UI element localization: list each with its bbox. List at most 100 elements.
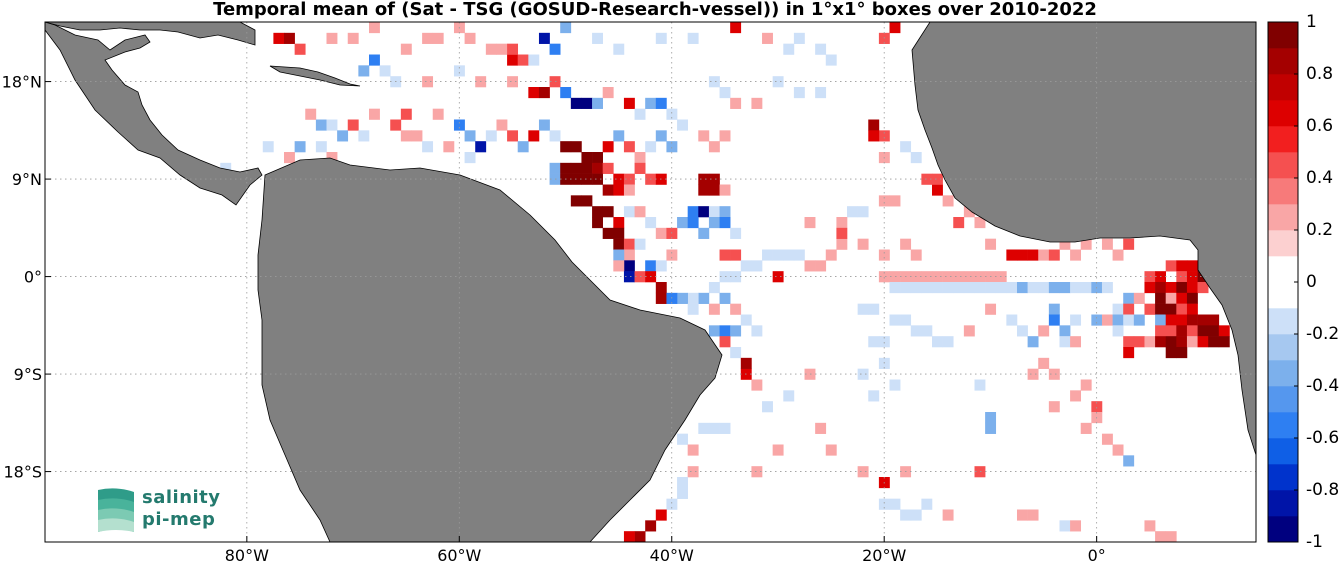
data-cell: [645, 141, 657, 153]
data-cell: [592, 217, 603, 229]
data-cell: [1197, 325, 1209, 337]
colorbar-segment: [1268, 308, 1298, 335]
data-cell: [273, 32, 285, 44]
data-cell: [815, 87, 827, 99]
data-cell: [751, 325, 763, 337]
data-cell: [932, 184, 943, 196]
data-cell: [1186, 271, 1198, 283]
data-cell: [634, 162, 646, 174]
data-cell: [857, 368, 869, 380]
data-cell: [942, 271, 954, 283]
data-cell: [900, 509, 912, 521]
data-cell: [655, 292, 667, 304]
data-cell: [464, 152, 476, 164]
data-cell: [1038, 282, 1050, 294]
data-cell: [1155, 531, 1166, 543]
data-cell: [655, 260, 667, 272]
data-cell: [315, 141, 327, 153]
data-cell: [464, 130, 476, 142]
data-cell: [1176, 336, 1188, 348]
data-cell: [645, 260, 657, 272]
data-cell: [708, 184, 720, 196]
data-cell: [602, 141, 614, 153]
data-cell: [1208, 325, 1220, 337]
colorbar-tick-label: -0.6: [1306, 428, 1340, 448]
data-cell: [1165, 260, 1177, 272]
data-cell: [836, 238, 848, 250]
data-cell: [1197, 336, 1209, 348]
data-cell: [708, 303, 720, 315]
data-cell: [921, 271, 933, 283]
data-cell: [1197, 314, 1209, 326]
data-cell: [570, 97, 582, 109]
data-cell: [921, 498, 933, 510]
data-cell: [889, 22, 901, 34]
data-cell: [878, 195, 890, 207]
data-cell: [687, 292, 699, 304]
data-cell: [1027, 249, 1039, 261]
data-cell: [708, 206, 720, 218]
data-cell: [1165, 347, 1177, 359]
data-cell: [634, 238, 646, 250]
data-cell: [942, 509, 954, 521]
data-cell: [772, 271, 784, 283]
data-cell: [560, 22, 572, 34]
data-cell: [422, 32, 434, 44]
data-cell: [1155, 303, 1166, 315]
data-cell: [1176, 303, 1188, 315]
lon-tick-label: 80°W: [225, 546, 269, 564]
data-cell: [1016, 325, 1028, 337]
data-cell: [878, 336, 890, 348]
data-cell: [443, 141, 455, 153]
data-cell: [995, 282, 1007, 294]
data-cell: [1186, 336, 1198, 348]
data-cell: [655, 32, 667, 44]
data-cell: [910, 152, 922, 164]
lat-tick-label: 0°: [24, 268, 42, 287]
data-cell: [400, 130, 412, 142]
data-cell: [1165, 325, 1177, 337]
axis-ticks: 80°W 60°W 40°W 20°W 0° 18°N 9°N 0° 9°S 18°S: [2, 73, 1106, 564]
data-cell: [740, 260, 752, 272]
data-cell: [974, 271, 986, 283]
data-cell: [677, 433, 688, 445]
data-cell: [719, 130, 731, 142]
data-cell: [719, 87, 731, 99]
cuba-island: [269, 65, 361, 87]
data-cell: [1112, 303, 1124, 315]
data-cell: [1155, 292, 1166, 304]
data-cell: [751, 379, 763, 391]
data-cell: [602, 87, 614, 99]
data-cell: [623, 271, 635, 283]
data-cell: [740, 357, 752, 369]
data-cell: [783, 249, 795, 261]
data-cell: [528, 54, 540, 66]
data-cell: [889, 195, 901, 207]
data-cell: [730, 227, 742, 239]
data-cell: [730, 249, 742, 261]
data-cell: [963, 271, 975, 283]
data-cell: [655, 97, 667, 109]
data-cell: [613, 130, 625, 142]
map-title: Temporal mean of (Sat - TSG (GOSUD-Resea…: [213, 0, 1097, 20]
data-cell: [974, 379, 986, 391]
data-cell: [326, 119, 338, 131]
data-cell: [390, 119, 402, 131]
data-cell: [1027, 282, 1039, 294]
data-cell: [560, 162, 572, 174]
data-cell: [623, 238, 635, 250]
data-cell: [1123, 336, 1135, 348]
data-cell: [878, 130, 890, 142]
data-cell: [358, 130, 370, 142]
data-cell: [613, 238, 625, 250]
colorbar-tick-label: 0.2: [1306, 220, 1334, 240]
colorbar-segment: [1268, 100, 1298, 127]
data-cell: [1155, 314, 1166, 326]
data-cell: [878, 498, 890, 510]
data-cell: [613, 260, 625, 272]
data-cell: [1006, 314, 1018, 326]
data-cell: [889, 314, 901, 326]
data-cell: [878, 249, 890, 261]
data-cell: [963, 325, 975, 337]
